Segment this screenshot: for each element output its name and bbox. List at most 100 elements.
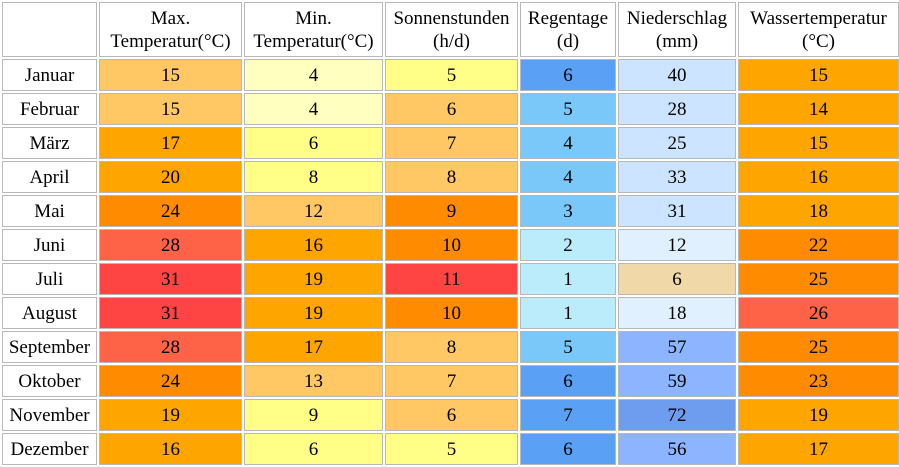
table-row: September 28 17 8 5 57 25 <box>2 331 899 363</box>
header-line: Niederschlag <box>626 7 728 29</box>
header-line: Min. <box>295 7 332 29</box>
max-temp-cell: 15 <box>99 59 242 91</box>
table-row: Mai 24 12 9 3 31 18 <box>2 195 899 227</box>
water-temp-cell: 25 <box>738 263 899 295</box>
table-row: Juni 28 16 10 2 12 22 <box>2 229 899 261</box>
header-line: (mm) <box>655 30 699 52</box>
precipitation-cell: 31 <box>618 195 736 227</box>
table-row: Juli 31 19 11 1 6 25 <box>2 263 899 295</box>
month-label: Mai <box>2 195 97 227</box>
max-temp-cell: 17 <box>99 127 242 159</box>
min-temp-cell: 4 <box>244 93 383 125</box>
max-temp-cell: 31 <box>99 297 242 329</box>
sun-hours-cell: 6 <box>385 399 518 431</box>
precipitation-cell: 57 <box>618 331 736 363</box>
header-min-temp: Min. Temperatur(°C) <box>244 2 383 57</box>
min-temp-cell: 6 <box>244 433 383 465</box>
min-temp-cell: 4 <box>244 59 383 91</box>
water-temp-cell: 22 <box>738 229 899 261</box>
month-label: September <box>2 331 97 363</box>
max-temp-cell: 24 <box>99 365 242 397</box>
header-sun-hours: Sonnenstunden (h/d) <box>385 2 518 57</box>
month-label: August <box>2 297 97 329</box>
header-rain-days: Regentage (d) <box>520 2 616 57</box>
water-temp-cell: 16 <box>738 161 899 193</box>
table-row: Dezember 16 6 5 6 56 17 <box>2 433 899 465</box>
header-line: Max. <box>150 7 191 29</box>
rain-days-cell: 1 <box>520 297 616 329</box>
precipitation-cell: 33 <box>618 161 736 193</box>
sun-hours-cell: 5 <box>385 59 518 91</box>
max-temp-cell: 19 <box>99 399 242 431</box>
rain-days-cell: 5 <box>520 93 616 125</box>
max-temp-cell: 28 <box>99 331 242 363</box>
sun-hours-cell: 9 <box>385 195 518 227</box>
water-temp-cell: 26 <box>738 297 899 329</box>
sun-hours-cell: 11 <box>385 263 518 295</box>
rain-days-cell: 4 <box>520 127 616 159</box>
min-temp-cell: 8 <box>244 161 383 193</box>
precipitation-cell: 25 <box>618 127 736 159</box>
table-row: März 17 6 7 4 25 15 <box>2 127 899 159</box>
max-temp-cell: 31 <box>99 263 242 295</box>
min-temp-cell: 19 <box>244 263 383 295</box>
month-label: November <box>2 399 97 431</box>
sun-hours-cell: 6 <box>385 93 518 125</box>
rain-days-cell: 7 <box>520 399 616 431</box>
header-line: Temperatur(°C) <box>110 30 231 52</box>
table-row: August 31 19 10 1 18 26 <box>2 297 899 329</box>
corner-cell <box>2 2 97 57</box>
precipitation-cell: 40 <box>618 59 736 91</box>
header-line: Wassertemperatur <box>750 7 887 29</box>
month-label: Oktober <box>2 365 97 397</box>
min-temp-cell: 17 <box>244 331 383 363</box>
min-temp-cell: 9 <box>244 399 383 431</box>
rain-days-cell: 6 <box>520 59 616 91</box>
min-temp-cell: 12 <box>244 195 383 227</box>
precipitation-cell: 28 <box>618 93 736 125</box>
rain-days-cell: 6 <box>520 433 616 465</box>
sun-hours-cell: 7 <box>385 365 518 397</box>
max-temp-cell: 20 <box>99 161 242 193</box>
min-temp-cell: 6 <box>244 127 383 159</box>
max-temp-cell: 24 <box>99 195 242 227</box>
rain-days-cell: 5 <box>520 331 616 363</box>
month-label: Februar <box>2 93 97 125</box>
header-max-temp: Max. Temperatur(°C) <box>99 2 242 57</box>
table-row: Februar 15 4 6 5 28 14 <box>2 93 899 125</box>
max-temp-cell: 16 <box>99 433 242 465</box>
water-temp-cell: 25 <box>738 331 899 363</box>
water-temp-cell: 15 <box>738 59 899 91</box>
header-water-temp: Wassertemperatur (°C) <box>738 2 899 57</box>
precipitation-cell: 59 <box>618 365 736 397</box>
water-temp-cell: 23 <box>738 365 899 397</box>
header-line: (d) <box>556 30 580 52</box>
month-label: Juni <box>2 229 97 261</box>
header-line: Temperatur(°C) <box>253 30 374 52</box>
precipitation-cell: 72 <box>618 399 736 431</box>
precipitation-cell: 6 <box>618 263 736 295</box>
sun-hours-cell: 5 <box>385 433 518 465</box>
water-temp-cell: 17 <box>738 433 899 465</box>
max-temp-cell: 15 <box>99 93 242 125</box>
max-temp-cell: 28 <box>99 229 242 261</box>
header-line: (h/d) <box>433 30 470 52</box>
rain-days-cell: 1 <box>520 263 616 295</box>
min-temp-cell: 16 <box>244 229 383 261</box>
rain-days-cell: 6 <box>520 365 616 397</box>
month-label: März <box>2 127 97 159</box>
sun-hours-cell: 7 <box>385 127 518 159</box>
table-row: Januar 15 4 5 6 40 15 <box>2 59 899 91</box>
rain-days-cell: 4 <box>520 161 616 193</box>
header-row: Max. Temperatur(°C) Min. Temperatur(°C) So… <box>2 2 899 57</box>
rain-days-cell: 3 <box>520 195 616 227</box>
sun-hours-cell: 10 <box>385 229 518 261</box>
rain-days-cell: 2 <box>520 229 616 261</box>
month-label: Dezember <box>2 433 97 465</box>
header-precipitation: Niederschlag (mm) <box>618 2 736 57</box>
precipitation-cell: 12 <box>618 229 736 261</box>
precipitation-cell: 56 <box>618 433 736 465</box>
table-row: November 19 9 6 7 72 19 <box>2 399 899 431</box>
header-line: Regentage <box>527 7 609 29</box>
